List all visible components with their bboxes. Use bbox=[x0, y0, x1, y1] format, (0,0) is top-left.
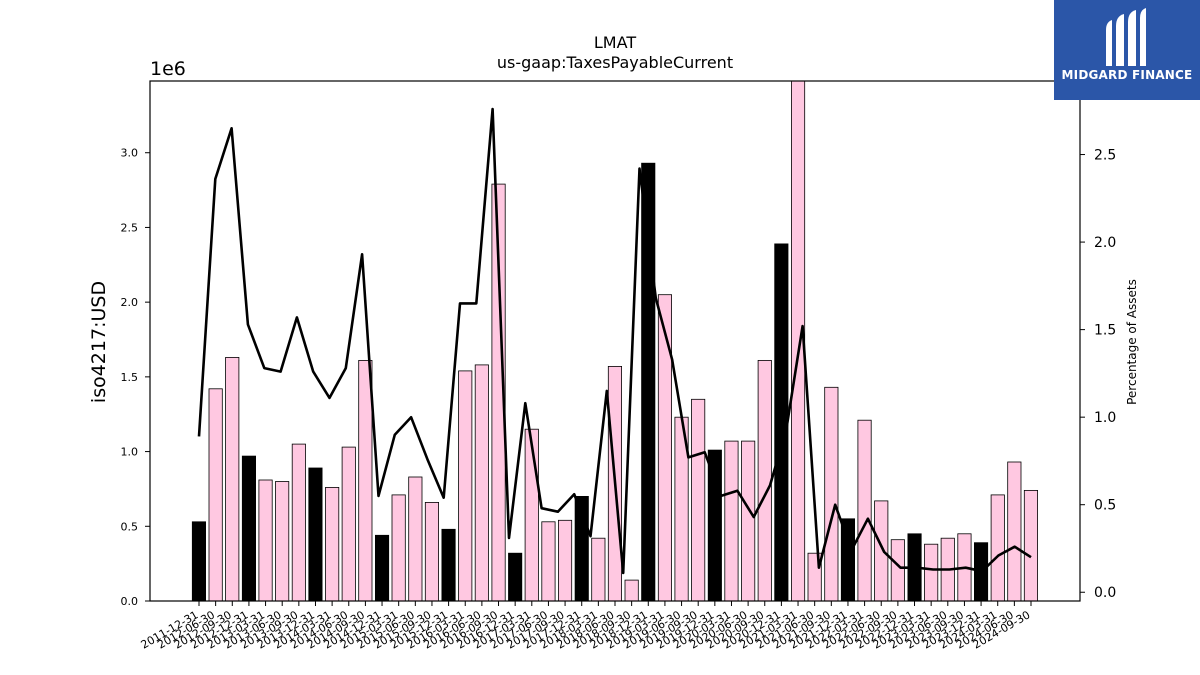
y-tick-label: 2.5 bbox=[121, 221, 139, 234]
y-tick-label: 2.0 bbox=[121, 296, 139, 309]
quarter-bar bbox=[1023, 489, 1039, 602]
quarter-bar bbox=[225, 356, 240, 602]
y2-tick-label: 2.5 bbox=[1094, 148, 1116, 164]
quarter-bar bbox=[291, 443, 306, 602]
y-tick-label: 3.0 bbox=[121, 147, 139, 160]
y-ticks-group: 0.0 0.5 1.0 1.5 2.0 2.5 3.0 bbox=[121, 147, 150, 608]
quarter-bar bbox=[591, 537, 606, 602]
y-tick-label: 0.0 bbox=[121, 595, 139, 608]
chart-title: LMAT bbox=[594, 33, 636, 52]
quarter-bar bbox=[657, 294, 672, 602]
y-tick-label: 0.5 bbox=[121, 520, 139, 533]
quarter-bar bbox=[341, 446, 356, 602]
y2-tick-label: 0.0 bbox=[1094, 585, 1116, 601]
quarter-bar bbox=[458, 370, 473, 602]
y2-tick-label: 2.0 bbox=[1094, 235, 1116, 251]
y2-ticks-group: 0.0 0.5 1.0 1.5 2.0 2.5 bbox=[1080, 148, 1116, 601]
quarter-bar bbox=[474, 364, 489, 602]
annual-bar bbox=[308, 467, 323, 602]
brand-name: MIDGARD FINANCE bbox=[1061, 68, 1193, 82]
quarter-bar bbox=[258, 479, 273, 602]
quarter-bar bbox=[741, 440, 756, 602]
brand-logo: MIDGARD FINANCE bbox=[1054, 0, 1200, 100]
y-offset-label: 1e6 bbox=[150, 58, 186, 80]
quarter-bar bbox=[208, 388, 223, 602]
quarter-bar bbox=[890, 539, 905, 602]
quarter-bar bbox=[724, 440, 739, 602]
quarter-bar bbox=[857, 419, 872, 602]
y2-tick-label: 1.5 bbox=[1094, 323, 1116, 339]
percentage-of-assets-line bbox=[197, 107, 1032, 575]
y-axis-label: iso4217:USD bbox=[88, 281, 110, 403]
bars-group bbox=[191, 80, 1039, 602]
annual-bar bbox=[508, 552, 523, 602]
quarter-bar bbox=[691, 398, 706, 602]
quarter-bar bbox=[824, 386, 839, 602]
annual-bar bbox=[707, 449, 722, 602]
quarter-bar bbox=[874, 500, 889, 602]
quarter-bar bbox=[1007, 461, 1022, 602]
quarter-bar bbox=[358, 359, 373, 602]
quarter-bar bbox=[325, 486, 340, 602]
line-layer bbox=[197, 107, 1032, 575]
quarter-bar bbox=[624, 579, 639, 602]
quarter-bar bbox=[757, 359, 772, 602]
quarter-bar bbox=[524, 428, 539, 602]
annual-bar bbox=[441, 528, 456, 602]
quarter-bar bbox=[924, 543, 939, 602]
annual-bar bbox=[191, 521, 207, 602]
quarter-bar bbox=[391, 494, 406, 602]
annual-bar bbox=[774, 243, 789, 602]
y2-axis-label: Percentage of Assets bbox=[1125, 279, 1139, 405]
quarter-bar bbox=[558, 519, 573, 602]
y2-tick-label: 1.0 bbox=[1094, 410, 1116, 426]
y2-tick-label: 0.5 bbox=[1094, 498, 1116, 514]
y-tick-label: 1.5 bbox=[121, 371, 139, 384]
chart-subtitle: us-gaap:TaxesPayableCurrent bbox=[497, 53, 733, 72]
quarter-bar bbox=[990, 494, 1005, 602]
quarter-bar bbox=[541, 521, 556, 602]
plot-frame bbox=[149, 80, 1081, 602]
midgard-m-logo-icon bbox=[1106, 8, 1146, 66]
quarter-bar bbox=[424, 501, 439, 602]
x-ticks-group: 2011-12-312012-06-302012-09-302012-12-31… bbox=[139, 601, 1033, 652]
annual-bar bbox=[374, 534, 390, 602]
quarter-bar bbox=[275, 481, 290, 602]
quarter-bar bbox=[408, 476, 423, 602]
y-tick-label: 1.0 bbox=[121, 446, 139, 459]
annual-bar bbox=[241, 455, 257, 602]
